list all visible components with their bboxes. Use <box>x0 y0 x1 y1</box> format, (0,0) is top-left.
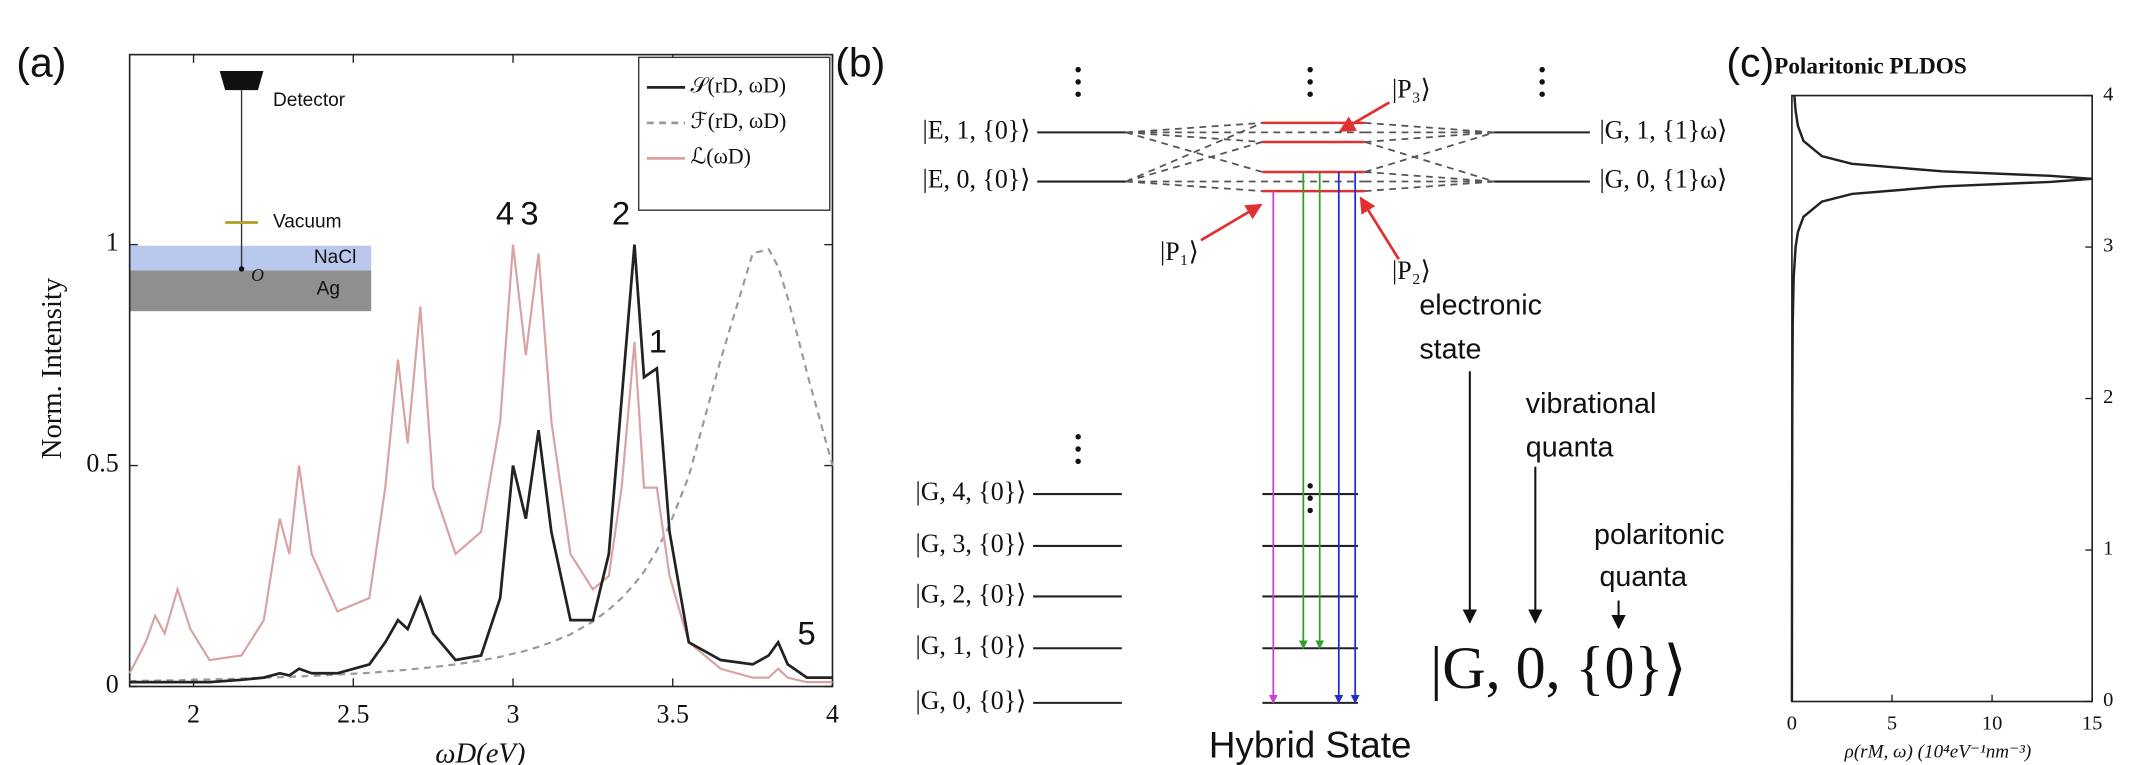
state-label: |P₁⟩ <box>1160 237 1199 266</box>
panel-label: (a) <box>16 39 66 85</box>
detector-icon <box>219 70 264 91</box>
state-label: |G, 2, {0}⟩ <box>916 579 1027 608</box>
data-line <box>129 244 833 684</box>
y-tick-label: 1 <box>106 228 119 257</box>
y-tick-label: 0 <box>2103 689 2113 711</box>
nacl-layer <box>129 245 372 271</box>
legend-label: ℱ(rD, ωD) <box>691 109 787 133</box>
data-line <box>129 247 834 683</box>
peak-label: 4 <box>496 194 514 231</box>
state-label: |G, 0, {1}ω⟩ <box>1599 164 1727 193</box>
notation-text: electronic <box>1419 290 1542 322</box>
x-axis-label: ρ(rM, ω) (10⁴eV⁻¹nm⁻³) <box>1844 742 2032 763</box>
x-tick-label: 4 <box>826 699 839 728</box>
y-tick-label: 0.5 <box>86 449 118 478</box>
state-label: |G, 1, {0}⟩ <box>916 631 1027 660</box>
y-tick-label: 0 <box>106 669 119 698</box>
pointer-arrow <box>1338 101 1390 133</box>
caption: Hybrid State <box>1209 725 1412 765</box>
x-axis-label: ωD(eV) <box>435 738 525 765</box>
state-label: |E, 0, {0}⟩ <box>923 164 1031 193</box>
notation-text: state <box>1419 333 1481 365</box>
x-tick-label: 15 <box>2082 712 2102 734</box>
peak-label: 3 <box>520 194 538 231</box>
y-axis-label: Norm. Intensity <box>36 277 68 459</box>
inset-label: Vacuum <box>273 212 342 233</box>
inset-label: NaCl <box>314 247 356 268</box>
chart-title: Polaritonic PLDOS <box>1774 54 1967 80</box>
legend-box <box>638 56 831 211</box>
inset-label: O <box>251 265 264 285</box>
state-label: |G, 1, {1}ω⟩ <box>1599 115 1727 144</box>
plot-frame <box>128 53 834 688</box>
x-tick-label: 2 <box>187 699 200 728</box>
legend-label: ℒ(ωD) <box>691 144 751 168</box>
coupling-lines <box>1125 121 1495 192</box>
inset-label: Ag <box>317 278 340 299</box>
inset-label: Detector <box>273 90 346 111</box>
peak-label: 2 <box>612 194 630 231</box>
peak-label: 5 <box>797 615 815 652</box>
pointer-arrow <box>1359 196 1401 261</box>
diagram: (b) |E, 1, {0}⟩ |E, 0, {0}⟩ |G, 1, {1}ω⟩… <box>835 39 1727 765</box>
lower-levels <box>1033 493 1358 704</box>
panel-label: (c) <box>1726 39 1774 85</box>
y-tick-label: 3 <box>2103 235 2113 257</box>
notation-text: vibrational <box>1526 388 1657 420</box>
x-tick-label: 0 <box>1787 712 1797 734</box>
state-label: |E, 1, {0}⟩ <box>923 115 1031 144</box>
peak-label: 1 <box>649 323 667 360</box>
x-tick-label: 10 <box>1982 712 2002 734</box>
notation-text: quanta <box>1599 561 1687 593</box>
ellipsis-dots <box>1075 66 1545 514</box>
notation-example: |G, 0, {0}⟩ <box>1430 634 1686 701</box>
state-label: |G, 0, {0}⟩ <box>916 686 1027 715</box>
y-tick-label: 2 <box>2103 386 2113 408</box>
panel-label: (b) <box>835 39 885 85</box>
x-tick-label: 2.5 <box>337 699 369 728</box>
origin-dot <box>238 266 245 272</box>
notation-text: quanta <box>1526 432 1614 464</box>
state-label: |P₃⟩ <box>1392 74 1431 103</box>
x-tick-label: 3.5 <box>657 699 689 728</box>
notation-text: polaritonic <box>1594 519 1725 551</box>
y-tick-label: 4 <box>2103 83 2113 105</box>
inset: Detector Vacuum NaCl Ag O <box>129 70 372 312</box>
y-tick-label: 1 <box>2103 538 2113 560</box>
state-label: |P₂⟩ <box>1392 256 1431 285</box>
x-tick-label: 5 <box>1887 712 1897 734</box>
pointer-arrow <box>1200 203 1263 242</box>
data-line <box>1790 95 2093 702</box>
ag-layer <box>129 270 372 312</box>
x-tick-label: 3 <box>507 699 520 728</box>
legend-label: 𝒮(rD, ωD) <box>691 73 787 97</box>
state-label: |G, 3, {0}⟩ <box>916 529 1027 558</box>
state-label: |G, 4, {0}⟩ <box>916 477 1027 506</box>
